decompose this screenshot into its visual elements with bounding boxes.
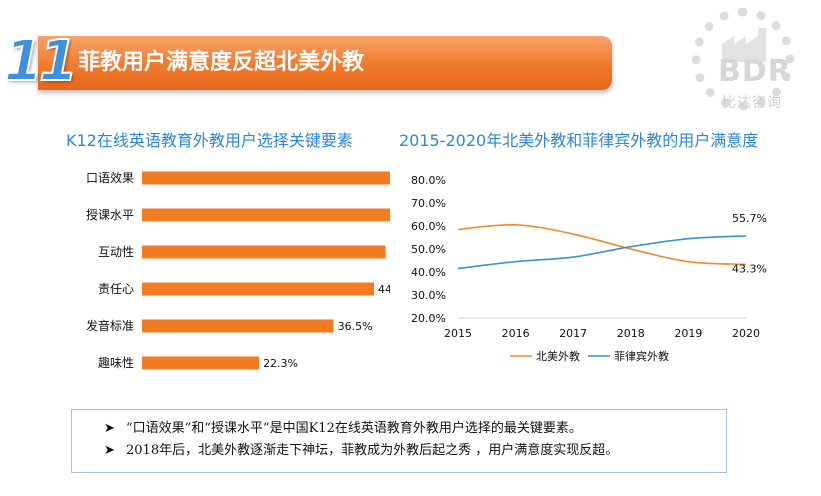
category-label: 互动性 xyxy=(98,245,134,259)
note-text: “口语效果”和“授课水平”是中国K12在线英语教育外教用户选择的最关键要素。 xyxy=(126,421,582,436)
section-number: 11 xyxy=(3,28,79,95)
y-tick-label: 20.0% xyxy=(411,312,446,325)
page-title: 菲教用户满意度反超北美外教 xyxy=(78,50,365,75)
end-value-label: 43.3% xyxy=(732,262,767,275)
arrow-bullet-icon: ➤ xyxy=(104,443,115,458)
x-tick-label: 2017 xyxy=(559,327,587,340)
legend-label: 菲律宾外教 xyxy=(614,349,669,363)
category-label: 授课水平 xyxy=(86,207,134,222)
key-factors-bar-chart: 口语效果56.8%授课水平51.3%互动性46.4%责任心44.2%发音标准36… xyxy=(86,170,390,370)
factory-icon xyxy=(722,28,766,62)
x-tick-label: 2019 xyxy=(674,327,702,340)
y-tick-label: 60.0% xyxy=(411,220,446,233)
bar xyxy=(142,282,375,296)
notes-box: ➤ “口语效果”和“授课水平”是中国K12在线英语教育外教用户选择的最关键要素。 … xyxy=(71,409,727,473)
category-label: 趣味性 xyxy=(98,355,134,370)
bdr-logo: BDR 比达咨询 xyxy=(684,4,806,116)
value-label: 44.2% xyxy=(378,283,390,296)
note-item: ➤ 2018年后，北美外教逐渐走下神坛，菲教成为外教后起之秀 ，用户满意度实现反超… xyxy=(104,440,726,462)
bar xyxy=(142,356,260,370)
bar xyxy=(142,245,386,259)
bar xyxy=(142,208,390,222)
series-line xyxy=(457,223,747,266)
title-bar xyxy=(38,36,612,90)
x-tick-label: 2015 xyxy=(444,327,472,340)
logo-name: BDR xyxy=(718,54,792,89)
bar xyxy=(142,319,334,333)
y-tick-label: 30.0% xyxy=(411,289,446,302)
x-tick-label: 2020 xyxy=(732,327,760,340)
line-chart-title: 2015-2020年北美外教和菲律宾外教的用户满意度 xyxy=(399,131,759,150)
category-label: 口语效果 xyxy=(86,170,134,185)
y-tick-label: 80.0% xyxy=(411,174,446,187)
bar xyxy=(142,171,390,185)
arrow-bullet-icon: ➤ xyxy=(104,421,115,436)
y-tick-label: 40.0% xyxy=(411,266,446,279)
category-label: 发音标准 xyxy=(86,318,134,333)
value-label: 36.5% xyxy=(338,320,373,333)
satisfaction-line-chart: 20.0% 30.0% 40.0% 50.0% 60.0% 70.0% 80.0% 2015 2… xyxy=(411,174,767,363)
x-tick-label: 2018 xyxy=(617,327,645,340)
gear-icon xyxy=(692,8,794,110)
logo-subtitle: 比达咨询 xyxy=(722,95,782,111)
y-tick-label: 70.0% xyxy=(411,197,446,210)
y-tick-label: 50.0% xyxy=(411,243,446,256)
series-line xyxy=(457,235,747,270)
x-tick-label: 2016 xyxy=(502,327,530,340)
bar-chart-title: K12在线英语教育外教用户选择关键要素 xyxy=(66,131,353,150)
note-item: ➤ “口语效果”和“授课水平”是中国K12在线英语教育外教用户选择的最关键要素。 xyxy=(104,418,726,440)
value-label: 22.3% xyxy=(263,357,298,370)
end-value-label: 55.7% xyxy=(732,212,767,225)
note-text: 2018年后，北美外教逐渐走下神坛，菲教成为外教后起之秀 ，用户满意度实现反超。 xyxy=(126,443,619,458)
category-label: 责任心 xyxy=(98,282,134,296)
legend-label: 北美外教 xyxy=(536,350,580,363)
